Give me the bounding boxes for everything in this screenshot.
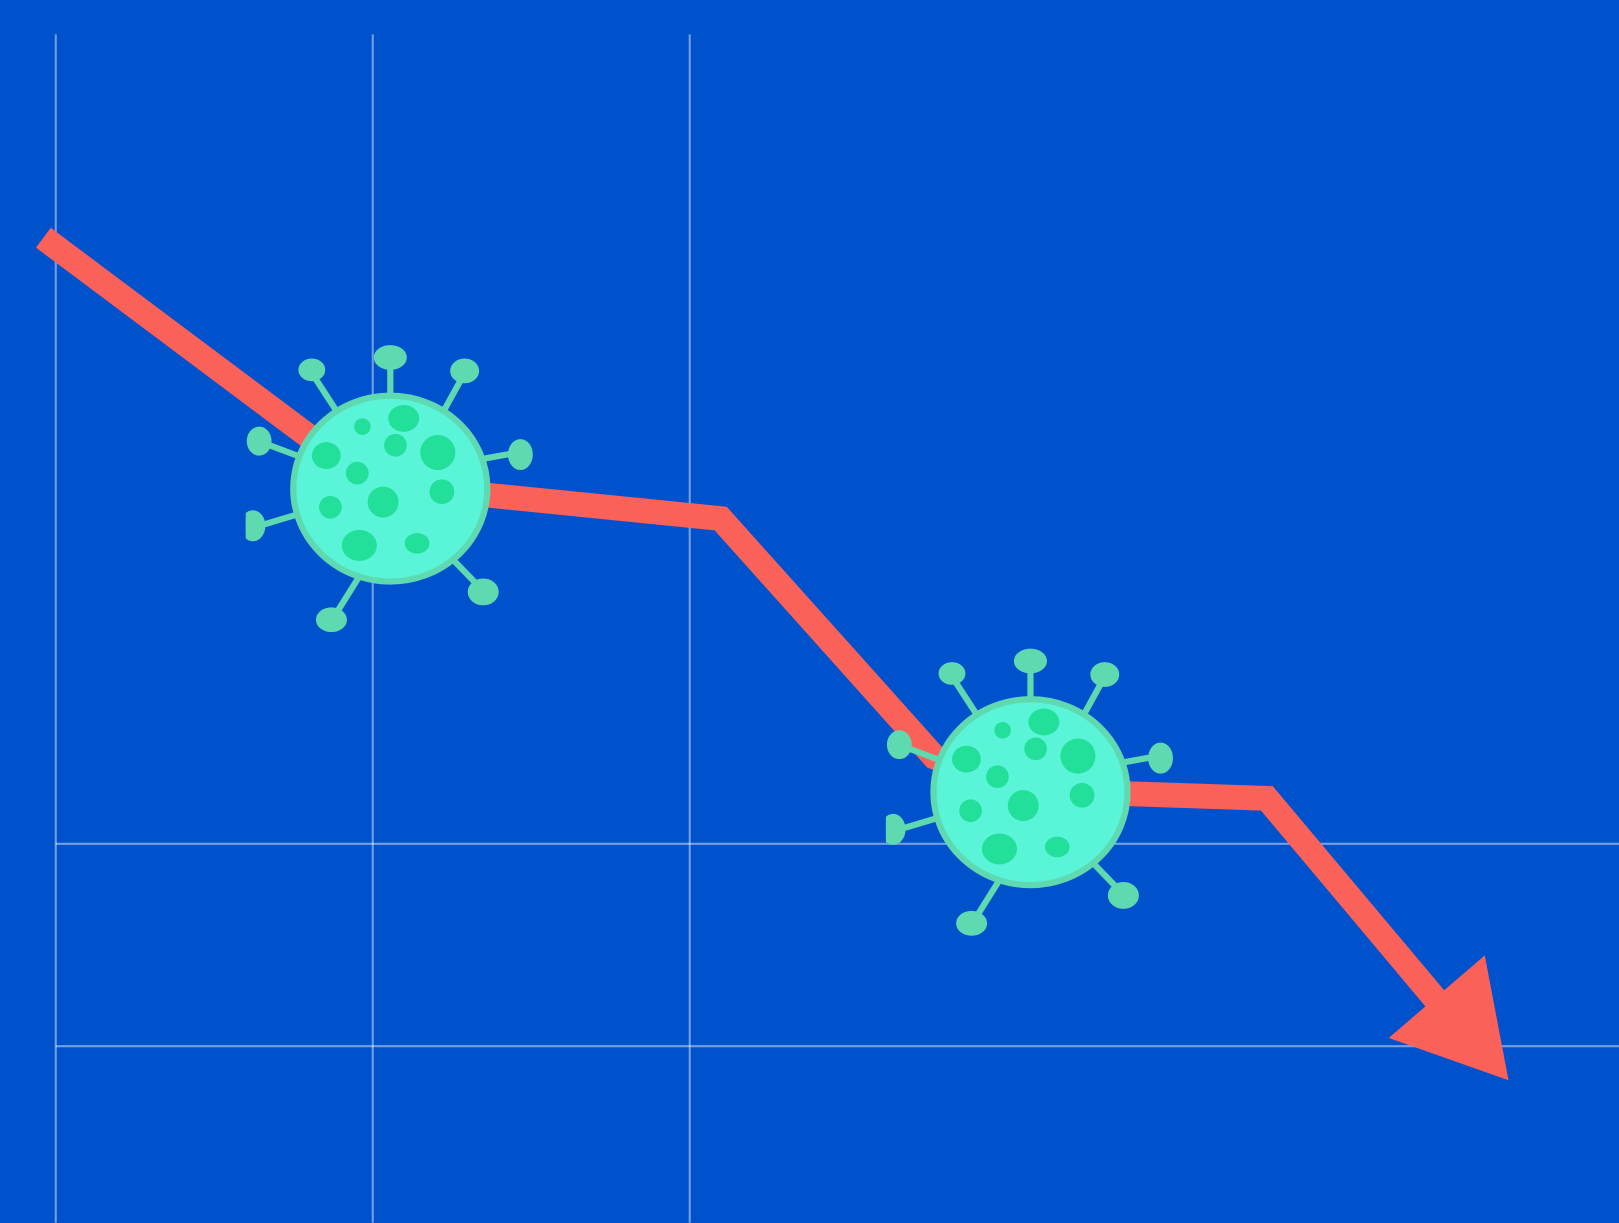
page: [0, 0, 1619, 1223]
illustration: [0, 0, 1619, 1223]
